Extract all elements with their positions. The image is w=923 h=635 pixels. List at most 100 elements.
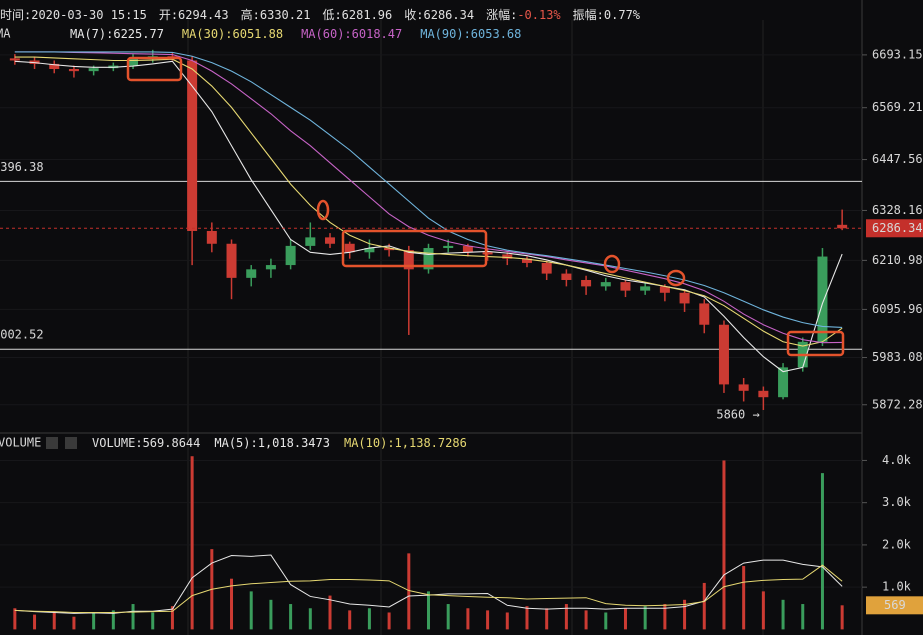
volume-bar [643,606,647,630]
legend: MA(7):6225.77 MA(30):6051.88 MA(60):6018.4… [70,27,521,41]
candle-body [758,390,769,398]
candle-body [679,292,690,304]
volume-bar [33,614,37,630]
info-item: -0.13% [517,8,561,22]
candle-body [640,286,651,291]
volume-bar [328,595,332,630]
candle-body [778,367,789,398]
current-volume-box [866,596,923,615]
volume-bar [427,591,430,630]
volume-bar [702,582,706,630]
info-item: 收:6286.34 [404,8,474,22]
volume-bar [151,612,155,630]
indicator-name: VOLUME [0,436,41,450]
ma-line [14,51,843,344]
candle-body [88,68,99,72]
y-tick-label: 1.0k [882,580,912,594]
info-item: 高:6330.21 [241,7,311,22]
plot-area: 6693.15 6569.21 6447.56 6328.16 6210.98 6095.… [0,47,923,630]
volume-bar [269,599,273,630]
candle-body [541,262,552,274]
candle-body [443,245,454,249]
candle-body [521,258,532,263]
volume-bar [742,566,746,630]
candle-body [837,224,848,229]
volume-bar [92,613,96,630]
candle-body [226,243,237,278]
candle-body [423,248,434,270]
close-icon[interactable] [65,437,77,449]
y-tick-label: 2.0k [882,537,912,551]
volume-bar [604,612,608,630]
settings-icon[interactable] [46,437,58,449]
candle-body [325,237,336,244]
volume-bar [407,553,411,630]
candle-body [659,286,670,293]
candle-body [581,279,592,287]
candle-body [206,230,217,244]
candle-body [403,250,414,270]
y-tick-label: 6095.96 [872,302,923,316]
info-item: 低:6281.96 [322,8,392,22]
ma-line [14,56,843,347]
annotations [126,56,845,357]
legend-entry: MA(90):6053.68 [420,27,521,41]
level-label: 6002.52 [0,328,44,342]
candle-body [738,384,749,391]
volume-bar [466,608,470,630]
volume-bar [801,604,805,630]
volume-ma-line [14,564,843,613]
volume-bar [781,599,785,630]
candle-body [305,237,316,246]
volume-bar [486,610,490,630]
candle-body [68,69,79,72]
volume-bar [387,612,391,630]
candle-body [699,303,710,325]
volume-bar [584,610,588,630]
candle-body [285,245,296,266]
volume-bar [446,604,450,630]
y-tick-label: 5872.28 [872,397,923,411]
y-tick-label: 6328.16 [872,203,923,217]
volume-bar [348,610,352,630]
legend-entry: VOLUME:569.8644 [92,436,200,450]
legend-entry: MA(30):6051.88 [182,27,283,41]
current-volume-label: 569 [884,598,906,612]
candle-body [128,58,139,66]
volume-bar [52,611,56,630]
volume-bar [683,599,687,630]
volume-bar [13,608,17,630]
info-item: 开:6294.43 [159,8,229,22]
volume-bar [170,606,174,630]
legend-entry: MA(5):1,018.3473 [214,436,330,450]
volume-bar [761,591,765,630]
volume-bar [308,608,312,630]
volume-bar [525,606,529,630]
volume-bar [289,604,293,630]
current-price-label: 6286.34 [872,221,923,235]
info-bar: 时间:2020-03-30 15:15 开:6294.43 高:6330.21 低:6… [0,7,641,22]
y-tick-label: 6210.98 [872,253,923,267]
indicator-name: MA [0,27,11,41]
volume-bar [367,608,371,630]
candle-body [817,256,828,342]
highlight-ellipse [603,254,621,274]
candle-body [364,248,375,253]
candle-body [561,273,572,280]
volume-bar [722,460,726,630]
candle-body [187,60,198,231]
volume-bar [505,612,509,630]
candle-body [482,252,493,255]
current-price-box [866,219,923,238]
volume-bar [131,604,135,630]
candle-body [600,282,611,287]
legend: VOLUME:569.8644 MA(5):1,018.3473 MA(10):1,… [92,436,467,450]
highlight-box [126,56,183,82]
info-item: 振幅:0.77% [573,7,641,22]
candle-body [462,245,473,253]
candle-body [49,63,60,70]
legend-entry: MA(10):1,138.7286 [344,436,467,450]
volume-bar [72,616,76,630]
volume-bar [111,610,115,630]
